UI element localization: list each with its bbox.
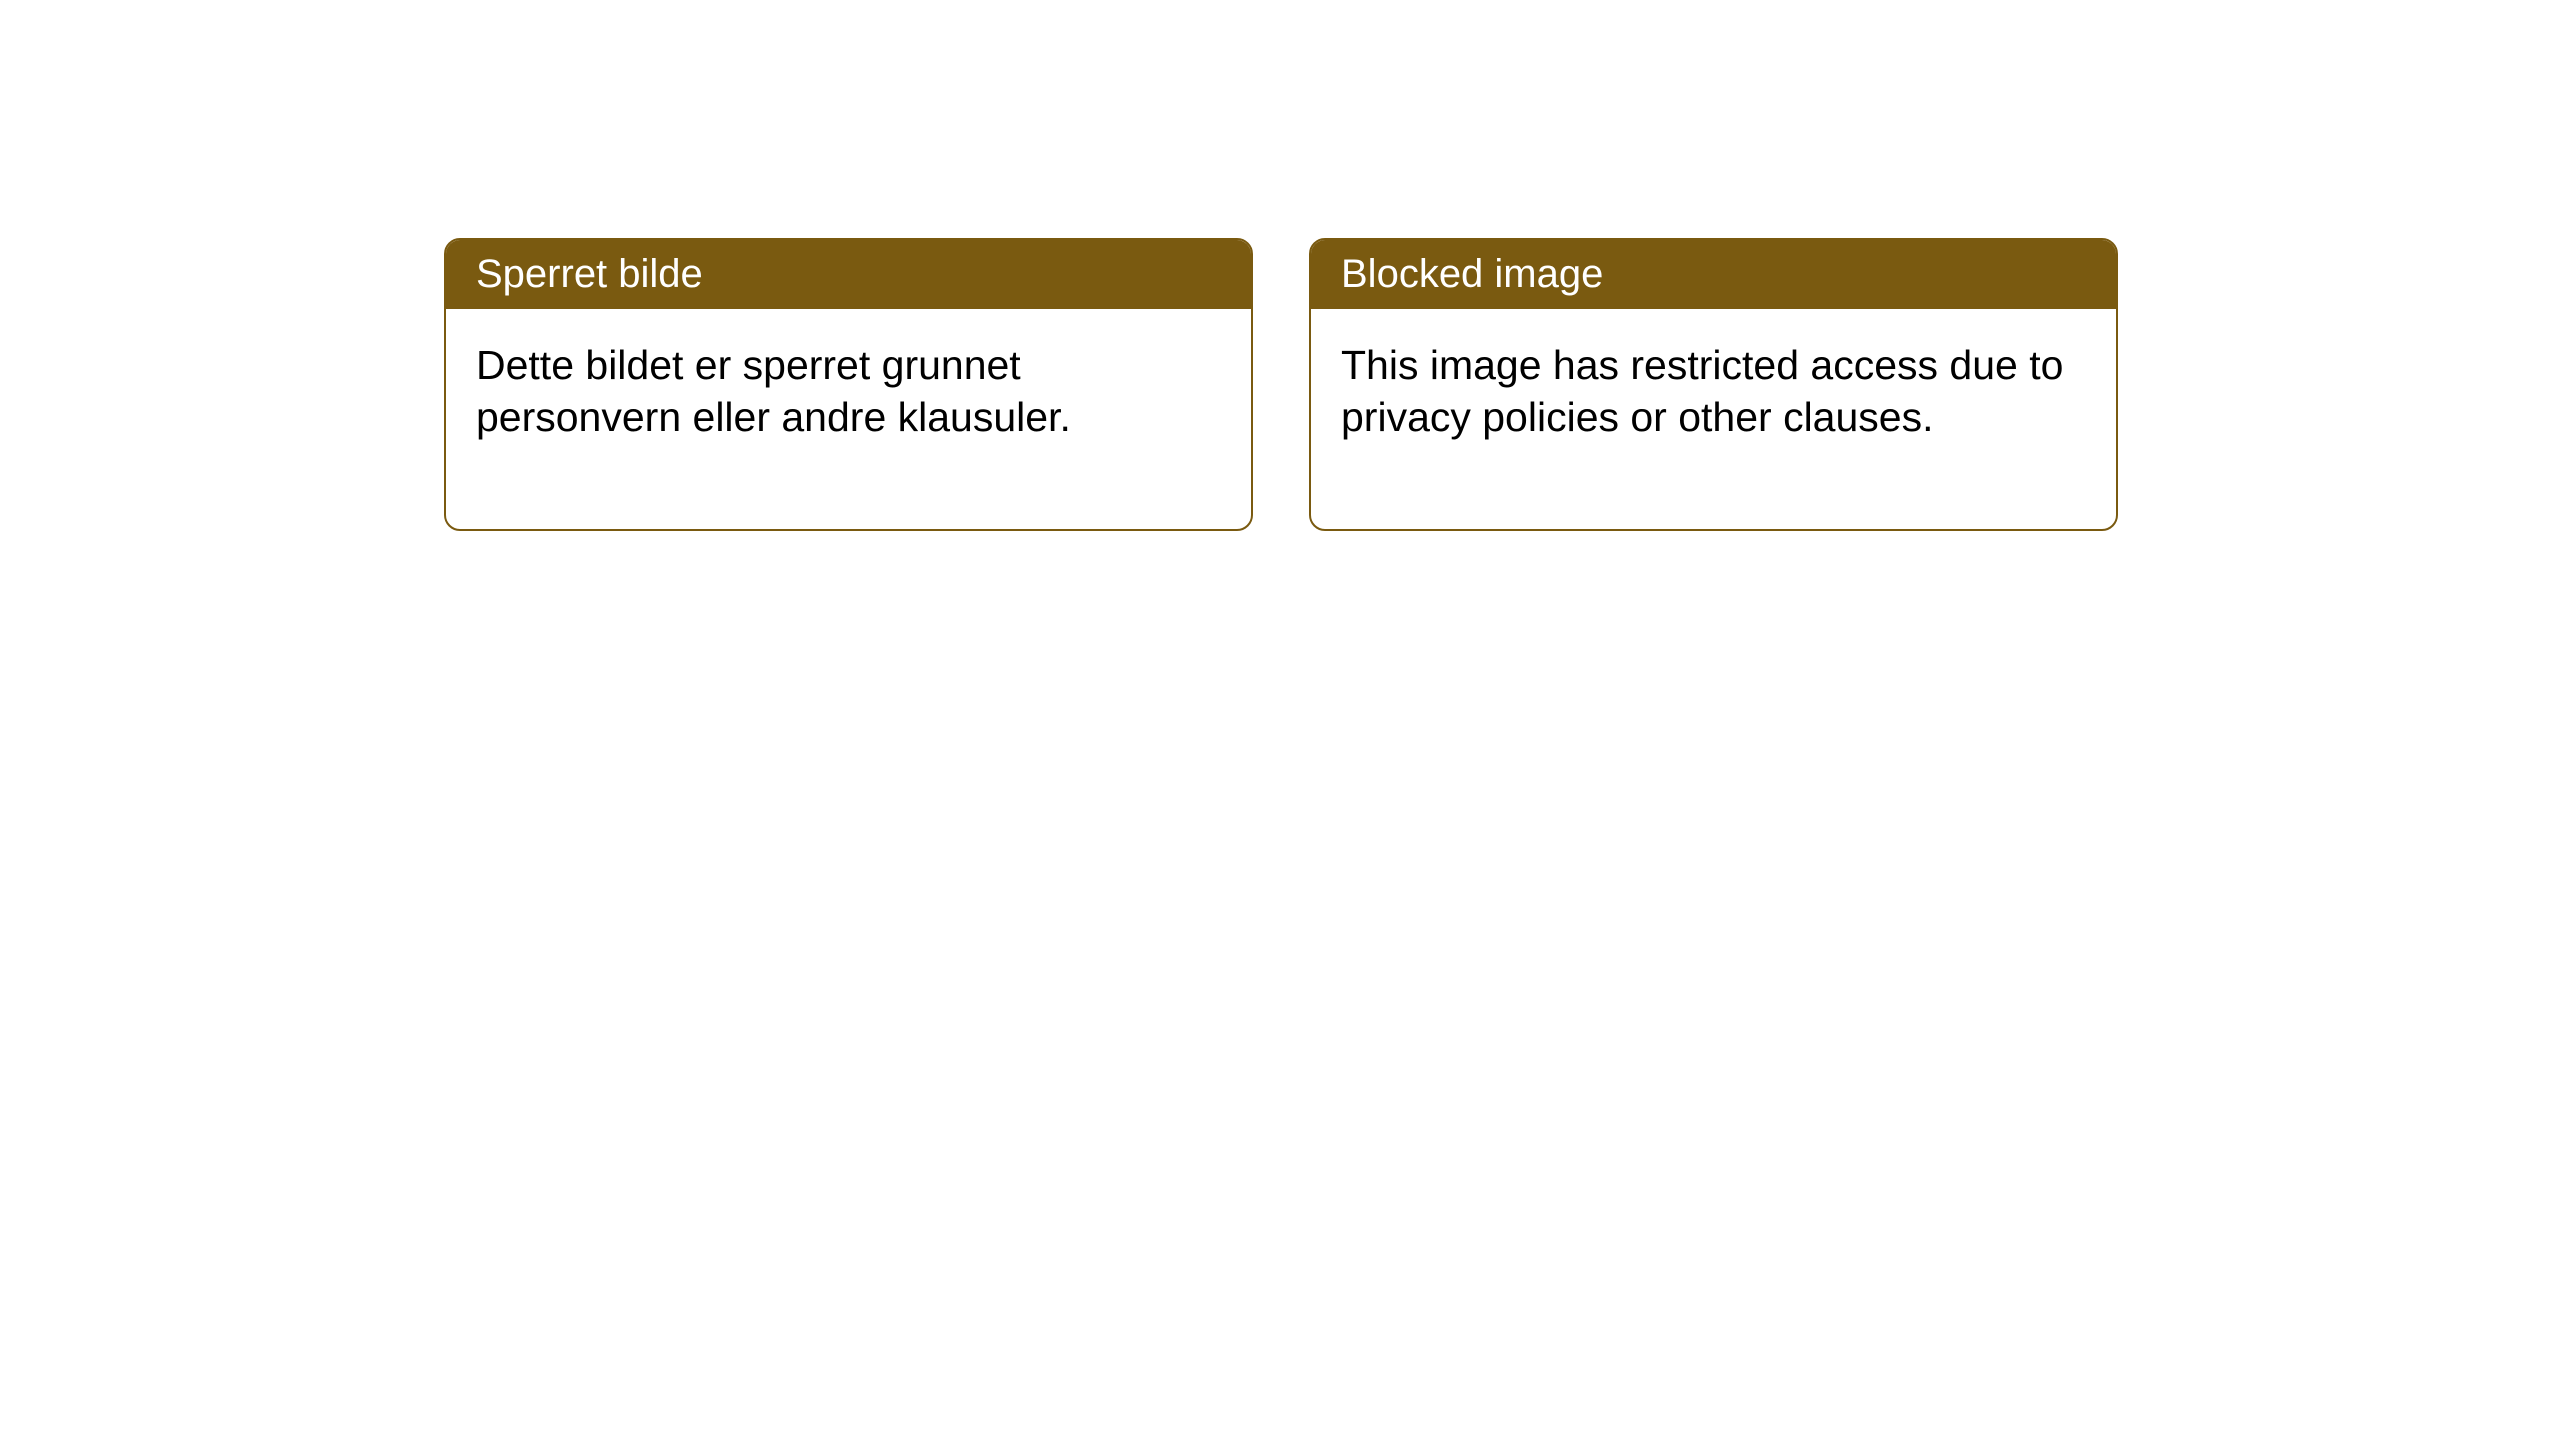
notice-box-english: Blocked image This image has restricted …	[1309, 238, 2118, 531]
notice-header: Blocked image	[1311, 240, 2116, 309]
notice-header: Sperret bilde	[446, 240, 1251, 309]
notice-body: Dette bildet er sperret grunnet personve…	[446, 309, 1251, 529]
notice-container: Sperret bilde Dette bildet er sperret gr…	[0, 0, 2560, 531]
notice-box-norwegian: Sperret bilde Dette bildet er sperret gr…	[444, 238, 1253, 531]
notice-title: Blocked image	[1341, 252, 1603, 296]
notice-body: This image has restricted access due to …	[1311, 309, 2116, 529]
notice-body-text: Dette bildet er sperret grunnet personve…	[476, 342, 1071, 440]
notice-body-text: This image has restricted access due to …	[1341, 342, 2063, 440]
notice-title: Sperret bilde	[476, 252, 703, 296]
